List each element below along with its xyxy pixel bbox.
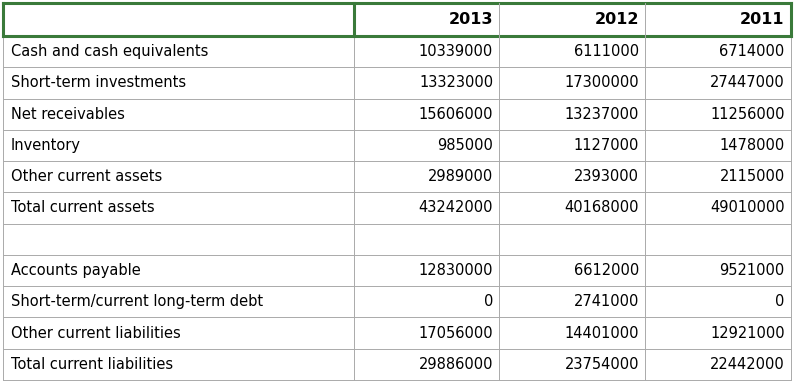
Text: 2012: 2012 [595,12,639,27]
Bar [646,318,791,349]
Text: 2393000: 2393000 [574,169,639,184]
Bar [354,349,499,380]
Bar [3,98,354,130]
Bar [646,349,791,380]
Bar [354,255,499,286]
Bar [354,130,499,161]
Text: 49010000: 49010000 [710,200,785,216]
Text: 6111000: 6111000 [574,44,639,59]
Text: Accounts payable: Accounts payable [10,263,140,278]
Bar [354,36,499,67]
Bar [3,255,354,286]
Text: 9521000: 9521000 [719,263,785,278]
Text: Other current assets: Other current assets [10,169,162,184]
Bar [646,67,791,98]
Text: Total current liabilities: Total current liabilities [10,357,173,372]
Bar [354,318,499,349]
Bar [354,161,499,192]
Text: 12921000: 12921000 [710,326,785,341]
Bar [499,98,646,130]
Text: 14401000: 14401000 [564,326,639,341]
Text: Total current assets: Total current assets [10,200,154,216]
Text: 2115000: 2115000 [719,169,785,184]
Bar [646,161,791,192]
Text: 17056000: 17056000 [418,326,493,341]
Bar [3,36,354,67]
Bar [646,192,791,223]
Text: 2741000: 2741000 [573,294,639,309]
Bar [646,98,791,130]
Bar [354,98,499,130]
Bar [3,318,354,349]
Bar [3,223,354,255]
Bar [499,318,646,349]
Text: Short-term/current long-term debt: Short-term/current long-term debt [10,294,262,309]
Bar [354,192,499,223]
Text: 985000: 985000 [437,138,493,153]
Bar [646,3,791,36]
Bar [499,192,646,223]
Text: 2013: 2013 [448,12,493,27]
Text: 11256000: 11256000 [710,107,785,122]
Bar [499,286,646,318]
Text: 6612000: 6612000 [574,263,639,278]
Bar [354,67,499,98]
Text: Other current liabilities: Other current liabilities [10,326,180,341]
Text: 43242000: 43242000 [419,200,493,216]
Bar [3,349,354,380]
Bar [499,255,646,286]
Text: Net receivables: Net receivables [10,107,125,122]
Text: 40168000: 40168000 [564,200,639,216]
Text: 22442000: 22442000 [710,357,785,372]
Text: 27447000: 27447000 [710,75,785,91]
Bar [499,3,646,36]
Text: 0: 0 [775,294,785,309]
Bar [646,36,791,67]
Bar [354,3,499,36]
Text: 13237000: 13237000 [564,107,639,122]
Text: Short-term investments: Short-term investments [10,75,186,91]
Bar [646,223,791,255]
Bar [646,286,791,318]
Bar [3,161,354,192]
Bar [499,130,646,161]
Bar [646,130,791,161]
Text: 13323000: 13323000 [419,75,493,91]
Text: 0: 0 [484,294,493,309]
Text: 2011: 2011 [740,12,785,27]
Text: 15606000: 15606000 [419,107,493,122]
Bar [354,286,499,318]
Bar [499,161,646,192]
Bar [354,223,499,255]
Text: 12830000: 12830000 [419,263,493,278]
Bar [3,67,354,98]
Text: 2989000: 2989000 [428,169,493,184]
Bar [499,36,646,67]
Bar [499,349,646,380]
Bar [499,67,646,98]
Bar [3,130,354,161]
Text: Inventory: Inventory [10,138,80,153]
Text: 17300000: 17300000 [564,75,639,91]
Text: 1478000: 1478000 [719,138,785,153]
Bar [3,192,354,223]
Text: 29886000: 29886000 [419,357,493,372]
Bar [3,286,354,318]
Text: Cash and cash equivalents: Cash and cash equivalents [10,44,208,59]
Text: 10339000: 10339000 [419,44,493,59]
Text: 1127000: 1127000 [573,138,639,153]
Bar [646,255,791,286]
Text: 23754000: 23754000 [564,357,639,372]
Bar [3,3,354,36]
Text: 6714000: 6714000 [719,44,785,59]
Bar [499,223,646,255]
